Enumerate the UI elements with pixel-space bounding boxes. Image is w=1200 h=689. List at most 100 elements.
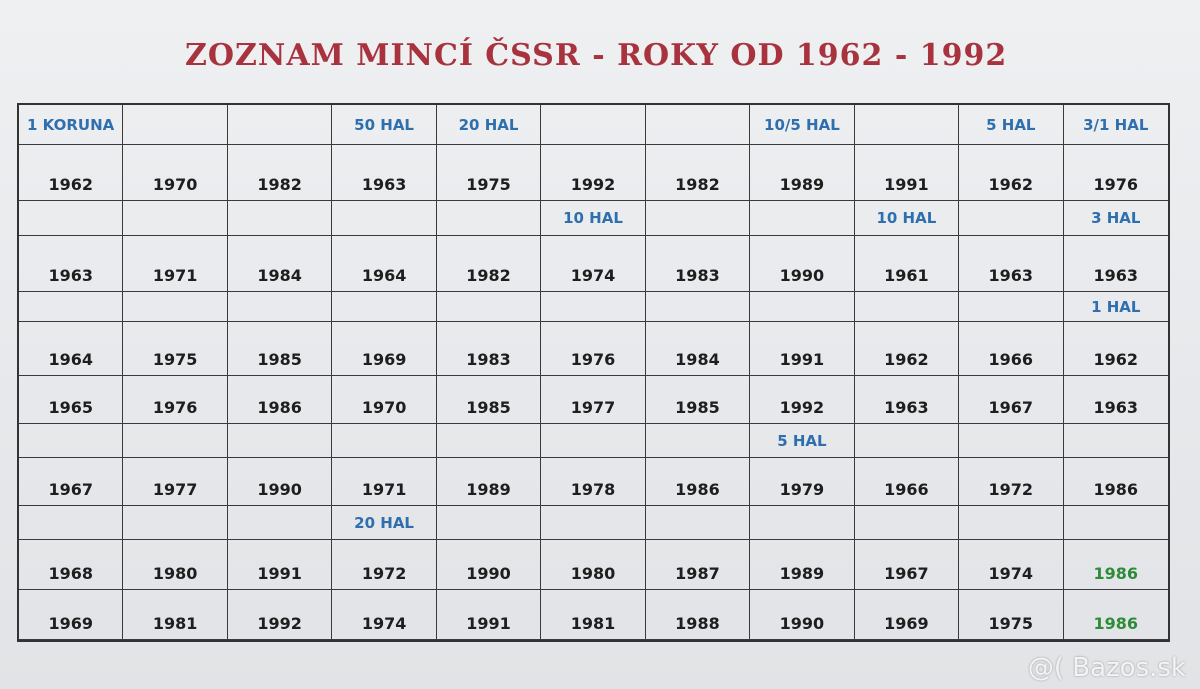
empty-cell	[332, 292, 437, 322]
year-cell: 1977	[541, 376, 646, 424]
empty-cell	[645, 506, 751, 540]
year-cell: 1964	[332, 236, 437, 292]
empty-cell	[541, 105, 646, 145]
coin-denomination-label: 5 HAL	[959, 105, 1064, 145]
coin-denomination-label: 1 KORUNA	[19, 105, 124, 145]
empty-cell	[645, 292, 751, 322]
year-cell: 1963	[332, 145, 437, 201]
empty-cell	[750, 201, 855, 236]
empty-cell	[19, 506, 124, 540]
year-cell: 1992	[227, 590, 333, 640]
empty-cell	[227, 424, 333, 458]
year-cell: 1982	[436, 236, 542, 292]
year-cell: 1981	[123, 590, 228, 640]
year-cell: 1984	[645, 322, 751, 376]
year-cell: 1971	[332, 458, 437, 506]
year-cell: 1989	[750, 145, 855, 201]
empty-cell	[123, 105, 228, 145]
year-cell: 1983	[436, 322, 542, 376]
empty-cell	[227, 506, 333, 540]
year-cell: 1975	[959, 590, 1064, 640]
coin-denomination-label: 50 HAL	[332, 105, 437, 145]
year-cell: 1985	[645, 376, 751, 424]
empty-cell	[123, 424, 228, 458]
year-cell: 1991	[750, 322, 855, 376]
empty-cell	[541, 292, 646, 322]
empty-cell	[854, 105, 960, 145]
coin-denomination-label: 10 HAL	[541, 201, 646, 236]
coin-denomination-label: 3 HAL	[1063, 201, 1168, 236]
empty-cell	[854, 506, 960, 540]
empty-cell	[645, 424, 751, 458]
bazos-watermark: @( Bazos.sk	[1027, 653, 1186, 683]
year-cell: 1986	[227, 376, 333, 424]
year-cell: 1980	[541, 540, 646, 590]
empty-cell	[227, 201, 333, 236]
year-cell: 1986	[1063, 458, 1168, 506]
year-cell: 1970	[123, 145, 228, 201]
year-cell: 1974	[332, 590, 437, 640]
year-cell: 1966	[854, 458, 960, 506]
year-cell: 1975	[436, 145, 542, 201]
year-cell: 1980	[123, 540, 228, 590]
year-cell: 1962	[854, 322, 960, 376]
year-cell: 1968	[19, 540, 124, 590]
coin-denomination-label: 20 HAL	[436, 105, 542, 145]
year-cell: 1969	[854, 590, 960, 640]
year-cell: 1962	[1063, 322, 1168, 376]
coin-denomination-label: 1 HAL	[1063, 292, 1168, 322]
year-cell: 1991	[854, 145, 960, 201]
coin-denomination-label: 3/1 HAL	[1063, 105, 1168, 145]
year-cell: 1992	[541, 145, 646, 201]
year-cell: 1976	[1063, 145, 1168, 201]
empty-cell	[332, 424, 437, 458]
year-cell: 1975	[123, 322, 228, 376]
year-cell: 1971	[123, 236, 228, 292]
year-cell: 1985	[436, 376, 542, 424]
year-cell: 1962	[19, 145, 124, 201]
year-cell: 1962	[959, 145, 1064, 201]
empty-cell	[1063, 424, 1168, 458]
year-cell: 1967	[959, 376, 1064, 424]
year-cell: 1981	[541, 590, 646, 640]
year-cell: 1967	[19, 458, 124, 506]
year-cell: 1990	[750, 590, 855, 640]
coin-denomination-label: 20 HAL	[332, 506, 437, 540]
year-cell: 1983	[645, 236, 751, 292]
year-cell: 1986	[1063, 540, 1168, 590]
coin-denomination-label: 10/5 HAL	[750, 105, 855, 145]
year-cell: 1988	[645, 590, 751, 640]
year-cell: 1990	[750, 236, 855, 292]
empty-cell	[227, 105, 333, 145]
empty-cell	[123, 506, 228, 540]
coin-denomination-label: 5 HAL	[750, 424, 855, 458]
year-cell: 1974	[541, 236, 646, 292]
empty-cell	[227, 292, 333, 322]
year-cell: 1989	[436, 458, 542, 506]
empty-cell	[436, 201, 542, 236]
empty-cell	[959, 292, 1064, 322]
empty-cell	[750, 506, 855, 540]
year-cell: 1967	[854, 540, 960, 590]
empty-cell	[959, 201, 1064, 236]
empty-cell	[541, 506, 646, 540]
year-cell: 1963	[19, 236, 124, 292]
empty-cell	[19, 201, 124, 236]
year-cell: 1991	[436, 590, 542, 640]
empty-cell	[541, 424, 646, 458]
empty-cell	[750, 292, 855, 322]
empty-cell	[854, 424, 960, 458]
empty-cell	[436, 506, 542, 540]
empty-cell	[19, 292, 124, 322]
empty-cell	[854, 292, 960, 322]
year-cell: 1989	[750, 540, 855, 590]
year-cell: 1985	[227, 322, 333, 376]
year-cell: 1990	[227, 458, 333, 506]
coin-year-table: 1 KORUNA 50 HAL 20 HAL 10/5 HAL 5 HAL 3/1 HAL…	[17, 103, 1170, 642]
empty-cell	[436, 424, 542, 458]
empty-cell	[1063, 506, 1168, 540]
year-cell: 1964	[19, 322, 124, 376]
year-cell: 1963	[1063, 236, 1168, 292]
year-cell: 1990	[436, 540, 542, 590]
